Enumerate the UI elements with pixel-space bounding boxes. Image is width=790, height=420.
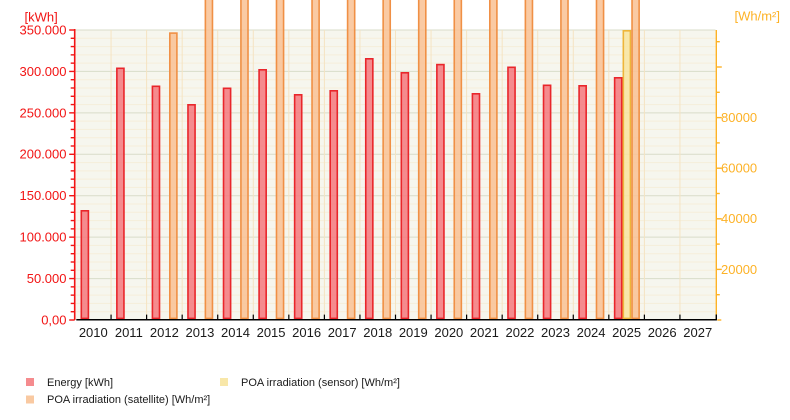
svg-text:40000: 40000 bbox=[721, 211, 757, 226]
svg-text:Energy [kWh]: Energy [kWh] bbox=[47, 377, 113, 389]
svg-text:2022: 2022 bbox=[505, 325, 534, 340]
svg-text:2012: 2012 bbox=[150, 325, 179, 340]
svg-text:2018: 2018 bbox=[363, 325, 392, 340]
svg-text:100.000: 100.000 bbox=[20, 230, 67, 245]
svg-text:2011: 2011 bbox=[115, 325, 143, 340]
svg-text:2025: 2025 bbox=[612, 325, 641, 340]
svg-text:2013: 2013 bbox=[185, 325, 214, 340]
svg-text:300.000: 300.000 bbox=[20, 64, 67, 79]
svg-text:80000: 80000 bbox=[721, 110, 757, 125]
svg-text:50.000: 50.000 bbox=[27, 271, 67, 286]
svg-text:2021: 2021 bbox=[470, 325, 499, 340]
svg-text:2024: 2024 bbox=[577, 325, 606, 340]
svg-text:2017: 2017 bbox=[328, 325, 357, 340]
svg-text:150.000: 150.000 bbox=[20, 188, 67, 203]
svg-text:20000: 20000 bbox=[721, 262, 757, 277]
svg-text:350.000: 350.000 bbox=[20, 22, 67, 37]
svg-text:2019: 2019 bbox=[399, 325, 428, 340]
svg-text:2027: 2027 bbox=[683, 325, 712, 340]
svg-text:2014: 2014 bbox=[221, 325, 250, 340]
svg-text:2023: 2023 bbox=[541, 325, 570, 340]
svg-text:POA irradiation (sensor) [Wh/m: POA irradiation (sensor) [Wh/m²] bbox=[241, 377, 400, 389]
svg-text:2026: 2026 bbox=[648, 325, 677, 340]
svg-text:2015: 2015 bbox=[257, 325, 286, 340]
svg-text:POA irradiation (satellite) [W: POA irradiation (satellite) [Wh/m²] bbox=[47, 394, 210, 406]
svg-text:0,00: 0,00 bbox=[41, 312, 66, 327]
svg-text:250.000: 250.000 bbox=[20, 105, 67, 120]
svg-text:[Wh/m²]: [Wh/m²] bbox=[735, 9, 781, 24]
svg-text:2020: 2020 bbox=[434, 325, 463, 340]
svg-text:2016: 2016 bbox=[292, 325, 321, 340]
svg-text:200.000: 200.000 bbox=[20, 147, 67, 162]
svg-text:[kWh]: [kWh] bbox=[25, 9, 58, 24]
svg-text:2010: 2010 bbox=[79, 325, 108, 340]
svg-text:60000: 60000 bbox=[721, 161, 757, 176]
